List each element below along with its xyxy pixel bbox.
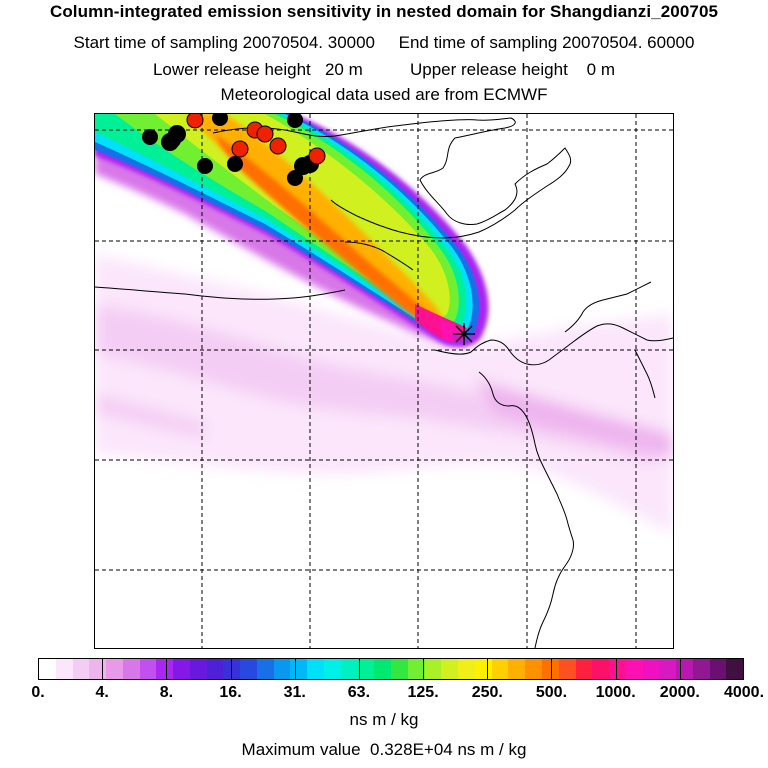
colorbar-tick <box>102 659 104 679</box>
colorbar-segment <box>223 659 241 679</box>
colorbar-segment <box>726 659 744 679</box>
colorbar-tick-label: 2000. <box>659 684 700 701</box>
colorbar-tick <box>166 659 168 679</box>
colorbar-tick-label: 4. <box>95 684 109 701</box>
particle-marker <box>165 132 181 148</box>
colorbar-segment <box>324 659 341 679</box>
colorbar-segment <box>256 659 274 679</box>
colorbar-segment <box>474 659 492 679</box>
colorbar-segment <box>290 659 308 679</box>
colorbar-segment <box>340 659 358 679</box>
particle-marker <box>231 140 249 158</box>
colorbar-segment <box>273 659 291 679</box>
max-value-text: Maximum value 0.328E+04 ns m / kg <box>241 740 527 759</box>
particle-marker <box>197 158 213 174</box>
colorbar-tick <box>487 659 489 679</box>
colorbar-segment <box>609 659 626 679</box>
colorbar-tick-label: 63. <box>347 684 371 701</box>
colorbar-tick <box>358 659 360 679</box>
low-sensitivity-field <box>95 254 673 534</box>
colorbar-segment <box>407 659 425 679</box>
colorbar-segment <box>72 659 90 679</box>
plot-title: Column-integrated emission sensitivity i… <box>49 2 719 21</box>
colorbar-segment <box>525 659 542 679</box>
particle-marker <box>256 125 274 143</box>
colorbar-segment <box>240 659 257 679</box>
particle-marker <box>269 137 287 155</box>
colorbar-tick-label: 500. <box>535 684 568 701</box>
colorbar-segment <box>558 659 576 679</box>
colorbar-segment <box>55 659 73 679</box>
colorbar-segment <box>173 659 190 679</box>
colorbar-segment <box>106 659 123 679</box>
colorbar-tick-label: 16. <box>219 684 242 701</box>
colorbar-segment <box>642 659 660 679</box>
colorbar-tick <box>679 659 681 679</box>
colorbar-segment <box>156 659 174 679</box>
particle-marker <box>308 147 326 165</box>
colorbar-tick-label: 0. <box>31 684 45 701</box>
colorbar <box>38 658 744 680</box>
colorbar-segment <box>508 659 526 679</box>
colorbar-segment <box>625 659 643 679</box>
colorbar-tick-label: 31. <box>283 684 306 701</box>
colorbar-tick-label: 125. <box>407 684 439 701</box>
receptor-marker-icon <box>453 323 475 345</box>
colorbar-segment <box>189 659 207 679</box>
colorbar-tick-label: 1000. <box>595 684 636 701</box>
map-canvas <box>95 114 673 648</box>
colorbar-segment <box>659 659 677 679</box>
sampling-time-line: Start time of sampling 20070504. 30000 E… <box>73 33 695 52</box>
colorbar-tick <box>230 659 232 679</box>
particle-marker <box>142 129 158 145</box>
graticule <box>95 114 673 648</box>
particle-marker <box>212 114 228 126</box>
colorbar-tick <box>294 659 296 679</box>
coastlines <box>95 117 673 648</box>
colorbar-segment <box>692 659 710 679</box>
colorbar-segment <box>441 659 459 679</box>
colorbar-segment <box>424 659 442 679</box>
particle-marker <box>186 114 204 129</box>
colorbar-segment <box>458 659 475 679</box>
colorbar-segment <box>391 659 408 679</box>
colorbar-segment <box>592 659 610 679</box>
particle-markers <box>142 114 326 186</box>
colorbar-tick-label: 8. <box>159 684 174 701</box>
colorbar-segment <box>374 659 392 679</box>
particle-marker <box>287 114 303 128</box>
emission-sensitivity-map <box>94 113 674 649</box>
colorbar-units: ns m / kg <box>349 710 419 729</box>
colorbar-segment <box>206 659 224 679</box>
met-data-line: Meteorological data used are from ECMWF <box>220 85 548 104</box>
colorbar-tick-label: 4000. <box>723 684 765 701</box>
colorbar-tick-label: 250. <box>471 684 503 701</box>
colorbar-segment <box>491 659 509 679</box>
colorbar-tick <box>615 659 617 679</box>
colorbar-segment <box>541 659 559 679</box>
colorbar-segment <box>139 659 157 679</box>
particle-marker <box>227 156 243 172</box>
colorbar-segment <box>89 659 107 679</box>
colorbar-segment <box>676 659 693 679</box>
colorbar-segment <box>575 659 593 679</box>
colorbar-tick <box>423 659 425 679</box>
colorbar-segment <box>307 659 325 679</box>
colorbar-tick <box>551 659 553 679</box>
colorbar-segment <box>122 659 140 679</box>
release-height-line: Lower release height 20 m Upper release … <box>152 60 616 79</box>
colorbar-segment <box>709 659 727 679</box>
colorbar-segment <box>357 659 375 679</box>
colorbar-segment <box>39 659 56 679</box>
